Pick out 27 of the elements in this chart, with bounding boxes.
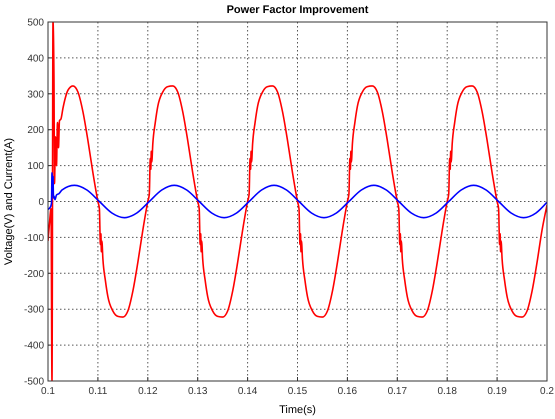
- y-tick-label: 200: [27, 125, 44, 136]
- x-tick-label: 0.1: [41, 386, 56, 397]
- x-tick-label: 0.14: [238, 386, 258, 397]
- y-tick-label: -500: [24, 376, 44, 388]
- x-tick-label: 0.19: [487, 386, 508, 397]
- line-series: [48, 172, 547, 218]
- y-tick-label: -100: [24, 232, 44, 244]
- y-tick-label: 300: [27, 89, 44, 100]
- x-tick-label: 0.11: [88, 386, 108, 397]
- x-axis-title: Time(s): [279, 404, 316, 416]
- y-tick-label: -200: [24, 268, 44, 280]
- x-tick-label: 0.16: [338, 386, 358, 397]
- x-tick-label: 0.17: [388, 386, 408, 397]
- chart-title: Power Factor Improvement: [226, 4, 369, 16]
- y-axis-title: Voltage(V) and Current(A): [3, 138, 15, 266]
- x-tick-label: 0.15: [288, 386, 308, 397]
- y-tick-label: 0: [38, 197, 44, 208]
- x-tick-label: 0.13: [188, 386, 208, 397]
- y-tick-label: 100: [27, 161, 44, 172]
- y-tick-label: -300: [24, 304, 44, 316]
- x-tick-label: 0.12: [138, 386, 158, 397]
- x-tick-label: 0.2: [540, 386, 554, 397]
- x-tick-label: 0.18: [437, 386, 458, 397]
- y-tick-label: 400: [27, 53, 44, 64]
- y-tick-label: 500: [27, 18, 44, 28]
- y-tick-label: -400: [24, 340, 44, 352]
- line-series: [48, 22, 547, 381]
